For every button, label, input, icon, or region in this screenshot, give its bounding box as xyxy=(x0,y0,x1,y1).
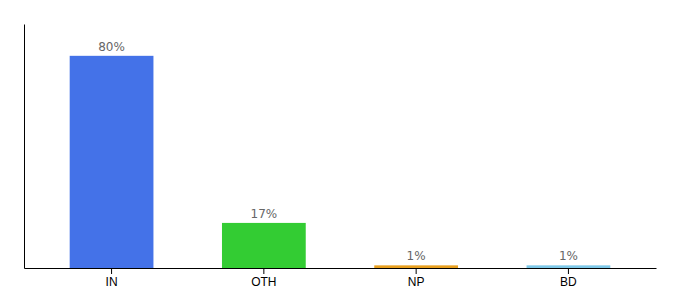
data-label: 80% xyxy=(98,40,125,54)
x-tick-label: BD xyxy=(560,275,577,289)
x-tick-line xyxy=(416,268,417,274)
data-labels: 80% 17% 1% 1% xyxy=(98,40,578,264)
chart-container: IN OTH NP BD 80% 17% 1% 1% xyxy=(0,0,680,300)
x-tick-line xyxy=(263,268,264,274)
x-axis-line xyxy=(25,268,657,269)
x-tick: IN xyxy=(106,268,118,289)
x-tick-line xyxy=(568,268,569,274)
bar xyxy=(222,223,306,268)
data-label: 17% xyxy=(251,207,278,221)
bar xyxy=(374,265,458,268)
x-tick: NP xyxy=(408,268,425,289)
chart-svg: IN OTH NP BD 80% 17% 1% 1% xyxy=(0,0,680,300)
x-tick: OTH xyxy=(251,268,276,289)
bar xyxy=(70,56,154,268)
x-tick-label: OTH xyxy=(251,275,276,289)
x-tick-label: NP xyxy=(408,275,425,289)
x-tick-label: IN xyxy=(106,275,118,289)
bars xyxy=(70,56,611,268)
x-tick: BD xyxy=(560,268,577,289)
x-tick-line xyxy=(111,268,112,274)
y-axis xyxy=(24,25,25,269)
data-label: 1% xyxy=(407,249,426,263)
plot-area: IN OTH NP BD 80% 17% 1% 1% xyxy=(25,25,657,289)
data-label: 1% xyxy=(559,249,578,263)
bar xyxy=(527,265,611,268)
x-axis: IN OTH NP BD xyxy=(25,268,657,289)
y-axis-line xyxy=(24,25,25,269)
